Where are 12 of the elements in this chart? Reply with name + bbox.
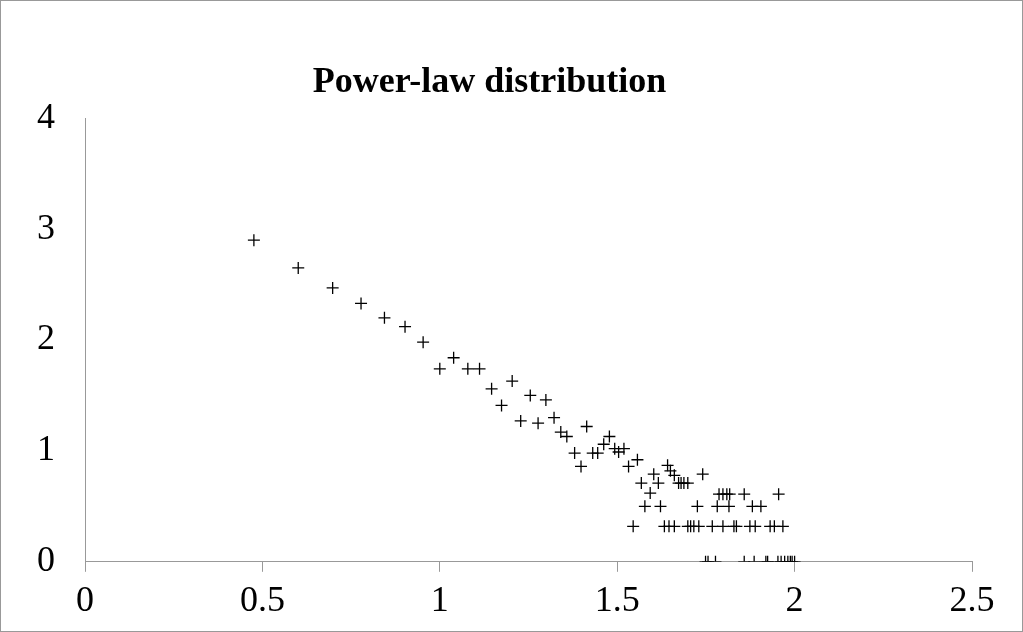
y-tick-label: 2: [37, 317, 55, 358]
x-tick-label: 1.5: [594, 578, 640, 619]
chart-title: Power-law distribution: [312, 59, 667, 100]
x-tick-label: 0.5: [239, 578, 285, 619]
x-tick-label: 1: [430, 578, 449, 619]
y-tick-label: 0: [37, 539, 55, 580]
x-tick-label: 2: [785, 578, 804, 619]
y-tick-label: 1: [37, 428, 55, 469]
x-tick-label: 2.5: [949, 578, 995, 619]
y-tick-label: 4: [37, 95, 55, 136]
y-tick-label: 3: [37, 206, 55, 247]
x-tick-label: 0: [76, 578, 94, 619]
